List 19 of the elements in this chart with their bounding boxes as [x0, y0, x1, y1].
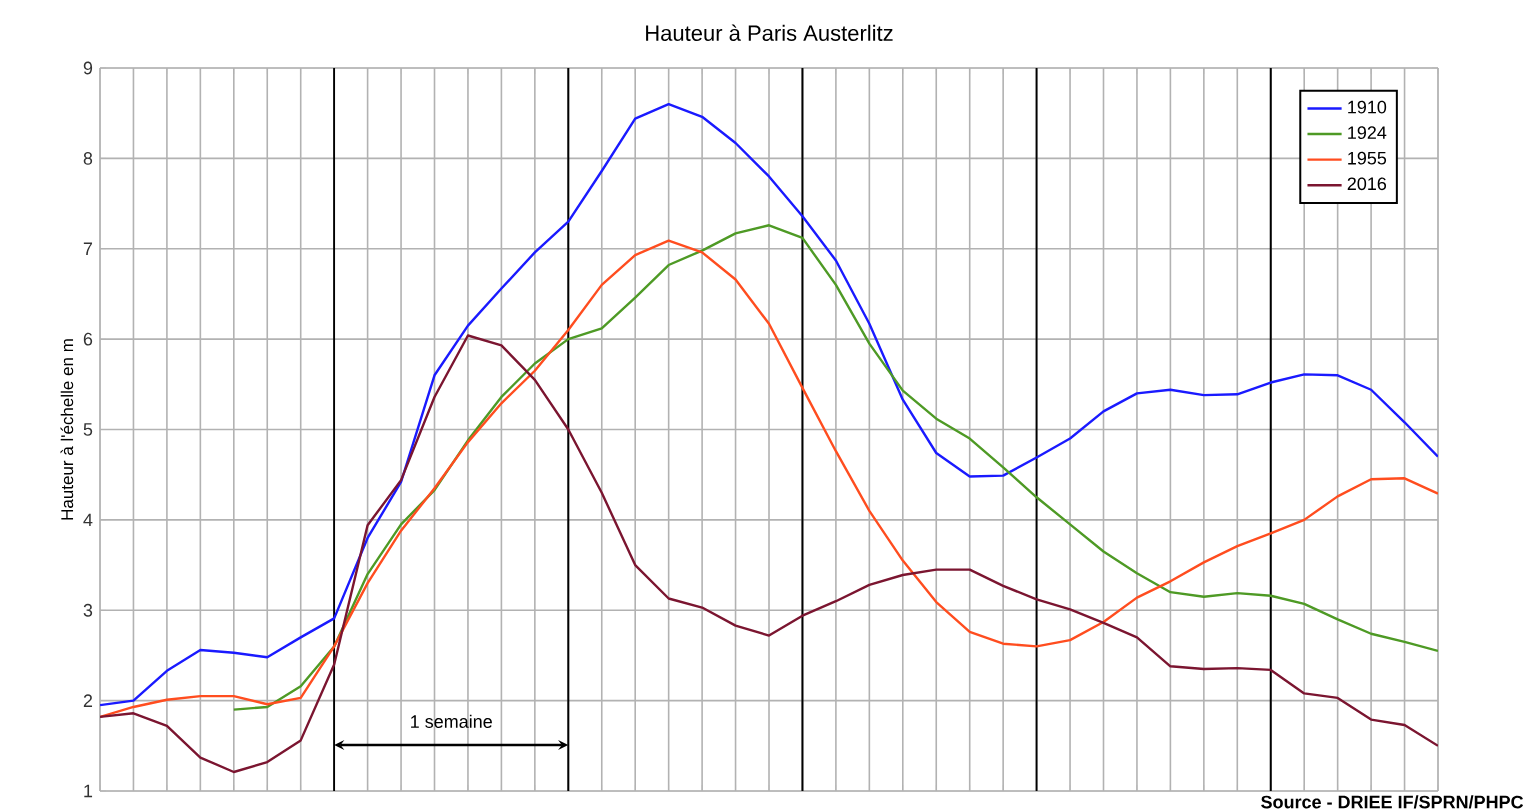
line-series [100, 334, 1438, 774]
chart-title: Hauteur à Paris Austerlitz [646, 24, 893, 41]
legend-label: 1910 [1348, 100, 1387, 114]
y-tick-label: 1 [84, 784, 93, 798]
y-tick-label: 2 [83, 694, 93, 707]
annotation: 1 semaine [411, 714, 492, 728]
y-tick-label: 4 [83, 513, 93, 527]
legend-label: 1955 [1348, 151, 1387, 165]
legend-label: 1924 [1348, 126, 1387, 140]
y-axis-title: Hauteur à l'échelle en m [60, 339, 74, 520]
y-tick-label: 5 [83, 423, 93, 436]
y-tick-label: 3 [83, 603, 93, 617]
y-tick-label: 9 [83, 61, 93, 75]
line-series [100, 102, 1438, 707]
legend-label: 2016 [1347, 177, 1387, 191]
y-tick-label: 7 [83, 242, 93, 255]
y-tick-label: 6 [83, 332, 93, 346]
y-tick-label: 8 [83, 152, 93, 165]
source-note: Source - DRIEE IF/SPRN/PHPC [1261, 795, 1524, 809]
